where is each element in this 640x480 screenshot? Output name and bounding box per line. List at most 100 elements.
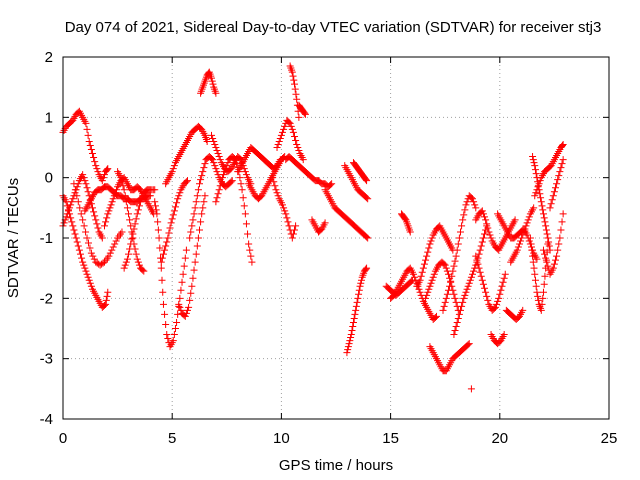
data-point: [64, 206, 72, 214]
data-point: [151, 186, 159, 194]
data-point: [281, 122, 289, 130]
data-point: [274, 192, 282, 200]
data-point: [538, 202, 546, 210]
data-point: [543, 258, 551, 266]
data-point: [181, 312, 189, 320]
data-point: [515, 240, 523, 248]
data-point: [274, 140, 282, 148]
data-point: [490, 304, 498, 312]
data-point: [363, 233, 371, 241]
data-point: [357, 276, 365, 284]
data-point: [120, 186, 128, 194]
data-point: [203, 137, 211, 145]
data-point: [327, 181, 335, 189]
series-tr08: [120, 186, 159, 272]
data-point: [82, 228, 90, 236]
data-point: [209, 134, 217, 142]
data-point: [454, 240, 462, 248]
x-tick-label: 0: [59, 430, 67, 447]
data-point: [73, 183, 81, 191]
data-point: [439, 306, 447, 314]
data-point: [455, 310, 463, 318]
series-tr34: [426, 340, 473, 375]
data-point: [462, 201, 470, 209]
data-point: [524, 216, 532, 224]
data-point: [106, 204, 114, 212]
series-tr20: [286, 62, 303, 121]
data-point: [90, 255, 98, 263]
data-point: [522, 222, 530, 230]
data-point: [301, 109, 309, 117]
data-point: [553, 252, 561, 260]
data-point: [464, 341, 472, 349]
data-point: [176, 303, 184, 311]
data-point: [352, 302, 360, 310]
data-point: [498, 282, 506, 290]
data-point: [280, 204, 288, 212]
data-point: [278, 128, 286, 136]
data-point: [466, 276, 474, 284]
data-point: [86, 141, 94, 149]
data-point: [174, 195, 182, 203]
data-point: [540, 280, 548, 288]
data-point: [221, 168, 229, 176]
data-point: [518, 234, 526, 242]
data-point: [470, 267, 478, 275]
data-point: [180, 262, 188, 270]
data-point: [132, 215, 140, 223]
data-point: [293, 95, 301, 103]
data-point: [355, 290, 363, 298]
data-point: [476, 246, 484, 254]
data-point: [99, 174, 107, 182]
data-point: [461, 291, 469, 299]
data-point: [191, 204, 199, 212]
data-point: [241, 168, 249, 176]
data-point: [154, 218, 162, 226]
data-point: [424, 248, 432, 256]
data-point: [478, 276, 486, 284]
data-point: [110, 192, 118, 200]
data-point: [87, 146, 95, 154]
series-tr04: [70, 180, 126, 269]
data-point: [188, 222, 196, 230]
data-point: [426, 282, 434, 290]
data-point: [175, 300, 183, 308]
data-point: [363, 194, 371, 202]
data-point: [132, 250, 140, 258]
data-point: [121, 261, 129, 269]
chart-title: Day 074 of 2021, Sidereal Day-to-day VTE…: [65, 19, 602, 36]
data-point: [165, 229, 173, 237]
data-point: [188, 282, 196, 290]
series-tr47: [539, 210, 567, 278]
series-tr28: [343, 264, 371, 357]
data-point: [70, 180, 78, 188]
x-tick-label: 20: [491, 430, 508, 447]
data-point: [182, 178, 190, 186]
data-point: [192, 250, 200, 258]
data-point: [499, 278, 507, 286]
y-tick-label: -4: [40, 411, 53, 428]
data-point: [465, 279, 473, 287]
data-point: [495, 294, 503, 302]
data-point: [544, 240, 552, 248]
data-point: [559, 140, 567, 148]
data-point: [271, 182, 279, 190]
data-point: [291, 226, 299, 234]
data-point: [218, 174, 226, 182]
data-point: [484, 296, 492, 304]
data-point: [111, 189, 119, 197]
data-point: [478, 238, 486, 246]
data-point: [213, 194, 221, 202]
data-point: [171, 203, 179, 211]
data-point: [301, 110, 309, 118]
data-point: [531, 192, 539, 200]
data-point: [83, 270, 91, 278]
data-point: [511, 216, 519, 224]
data-point: [444, 286, 452, 294]
data-point: [477, 242, 485, 250]
data-point: [183, 177, 191, 185]
data-point: [533, 288, 541, 296]
data-point: [544, 262, 552, 270]
data-point: [208, 77, 216, 85]
